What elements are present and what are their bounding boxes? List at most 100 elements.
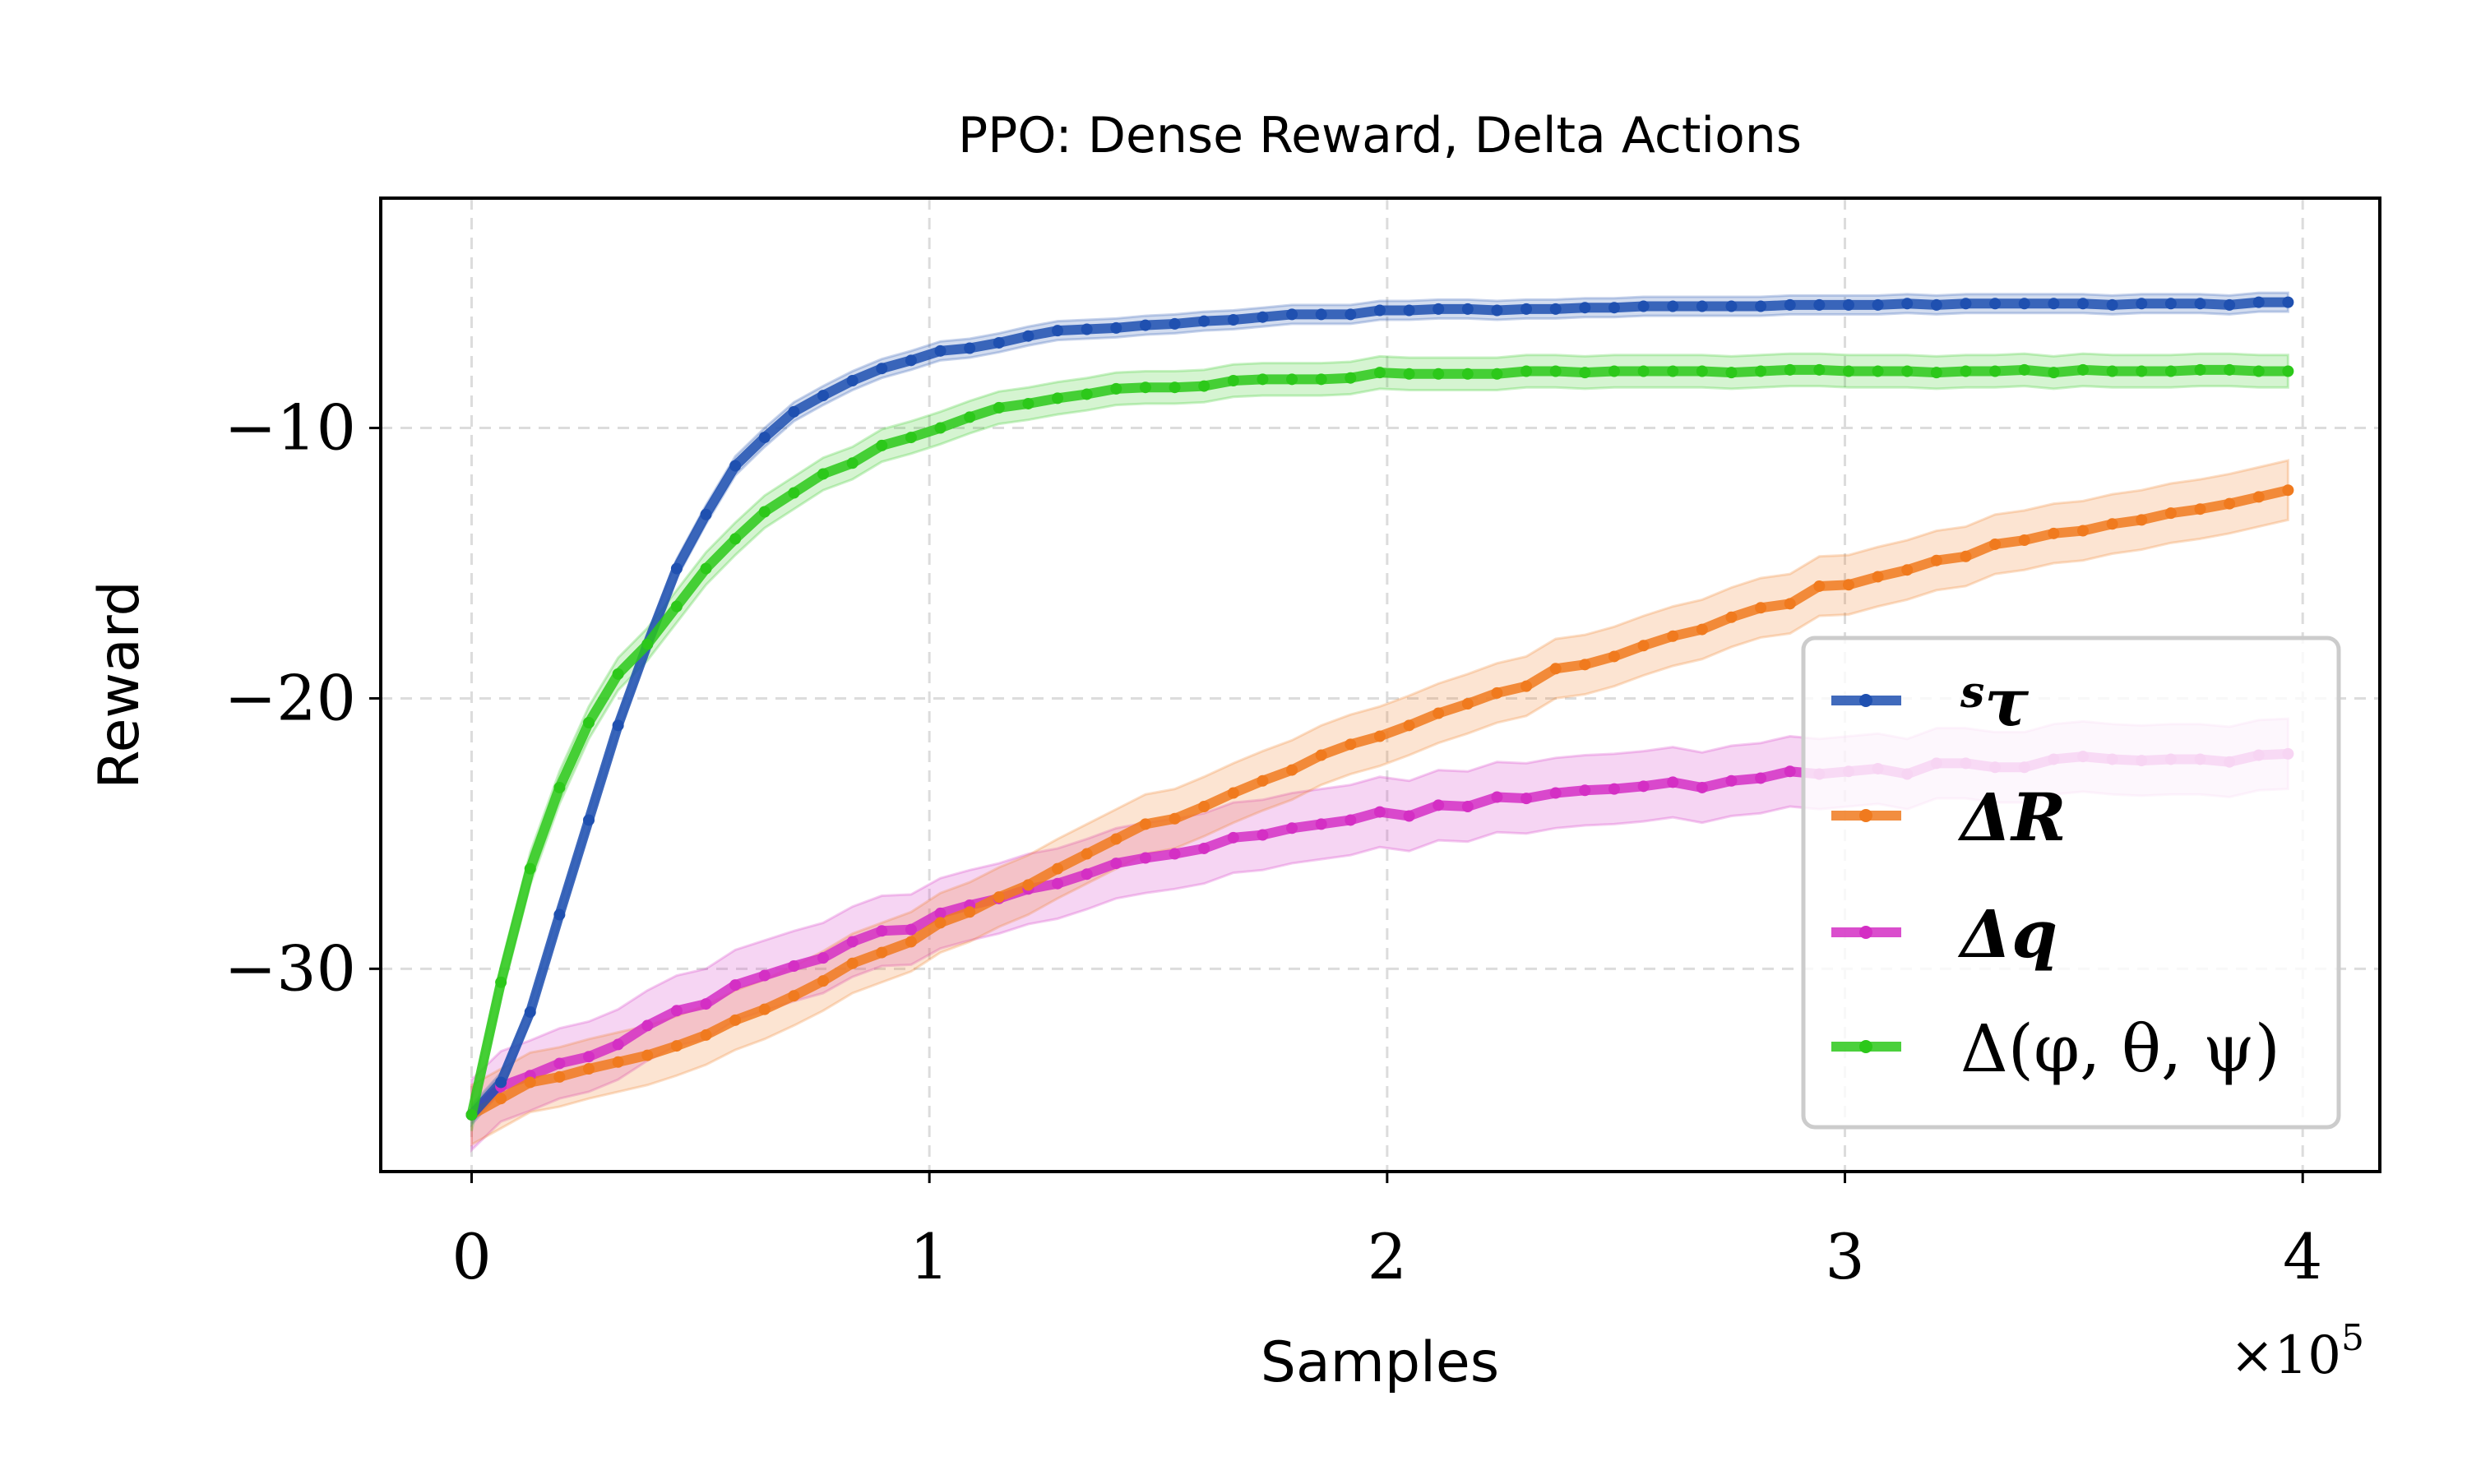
data-point: [553, 1057, 566, 1070]
data-point: [1784, 298, 1796, 311]
data-point: [1725, 300, 1738, 312]
data-point: [934, 917, 947, 929]
x-offset-base: ×10: [2230, 1325, 2341, 1386]
data-point: [993, 336, 1005, 349]
data-point: [1549, 303, 1562, 315]
data-point: [1872, 365, 1884, 377]
data-point: [1960, 365, 1972, 377]
data-point: [1257, 373, 1269, 386]
x-offset-exponent: 5: [2341, 1317, 2364, 1359]
data-point: [817, 952, 830, 964]
data-point: [1139, 319, 1151, 331]
data-point: [2252, 296, 2265, 308]
data-point: [1286, 308, 1298, 321]
legend-label: sτ: [1960, 663, 2029, 741]
data-point: [1257, 311, 1269, 323]
data-point: [1169, 381, 1181, 394]
data-point: [1520, 680, 1533, 692]
data-point: [1491, 304, 1503, 317]
data-point: [1784, 765, 1796, 778]
data-point: [1403, 719, 1415, 732]
data-point: [1696, 623, 1708, 636]
data-point: [876, 363, 888, 375]
data-point: [583, 1051, 595, 1063]
data-point: [2076, 525, 2089, 537]
data-point: [964, 342, 976, 354]
data-point: [1930, 298, 1942, 311]
data-point: [1227, 831, 1239, 844]
data-point: [1315, 373, 1327, 386]
chart-title: PPO: Dense Reward, Delta Actions: [958, 107, 1802, 164]
data-point: [1198, 801, 1210, 812]
data-point: [1784, 363, 1796, 376]
data-point: [2076, 363, 2089, 376]
data-point: [1842, 298, 1854, 311]
data-point: [612, 668, 624, 680]
x-tick-label: 0: [451, 1220, 491, 1293]
data-point: [1960, 298, 1972, 310]
data-point: [1520, 793, 1533, 805]
data-point: [1667, 776, 1679, 788]
data-point: [1637, 780, 1650, 793]
data-point: [876, 439, 888, 451]
data-point: [1608, 650, 1620, 663]
data-point: [700, 998, 712, 1010]
data-point: [553, 908, 566, 921]
data-point: [1813, 363, 1826, 376]
data-point: [1696, 781, 1708, 793]
data-point: [700, 508, 712, 520]
data-point: [905, 923, 917, 936]
data-point: [1052, 877, 1064, 890]
data-point: [1579, 367, 1591, 379]
y-tick-label: −30: [224, 932, 356, 1005]
data-point: [1872, 571, 1884, 583]
data-point: [1842, 579, 1854, 591]
data-point: [1637, 365, 1650, 377]
data-point: [1433, 303, 1445, 315]
data-point: [1198, 315, 1210, 327]
data-point: [2106, 365, 2118, 377]
data-point: [1286, 373, 1298, 386]
data-point: [1373, 806, 1386, 818]
data-point: [583, 717, 595, 729]
data-point: [2018, 363, 2030, 376]
data-point: [2164, 365, 2177, 377]
data-point: [641, 1019, 654, 1032]
data-point: [1257, 829, 1269, 841]
data-point: [1022, 879, 1034, 891]
data-point: [758, 432, 771, 444]
data-point: [1491, 368, 1503, 380]
legend-marker: [1859, 926, 1872, 939]
data-point: [876, 925, 888, 937]
data-point: [1345, 372, 1357, 384]
data-point: [1755, 772, 1767, 784]
data-point: [1373, 304, 1386, 317]
data-point: [1520, 365, 1533, 377]
data-point: [1579, 302, 1591, 314]
data-point: [846, 375, 859, 386]
data-point: [2018, 298, 2030, 310]
data-point: [1725, 367, 1738, 379]
data-point: [788, 487, 800, 499]
data-point: [1989, 538, 2002, 550]
x-tick-label: 3: [1825, 1220, 1864, 1293]
data-point: [2136, 365, 2148, 377]
data-point: [1286, 764, 1298, 776]
data-point: [553, 1070, 566, 1083]
data-point: [1784, 598, 1796, 610]
data-point: [758, 1003, 771, 1015]
data-point: [1608, 302, 1620, 314]
data-point: [1110, 321, 1122, 334]
data-point: [1696, 365, 1708, 377]
data-point: [2282, 365, 2294, 377]
data-point: [1667, 365, 1679, 377]
data-point: [2018, 534, 2030, 547]
data-point: [934, 422, 947, 434]
data-point: [641, 638, 654, 650]
data-point: [1081, 848, 1093, 860]
data-point: [1315, 749, 1327, 761]
data-point: [1198, 380, 1210, 392]
x-offset-label: ×105: [2230, 1317, 2364, 1386]
legend-marker: [1859, 1040, 1872, 1053]
